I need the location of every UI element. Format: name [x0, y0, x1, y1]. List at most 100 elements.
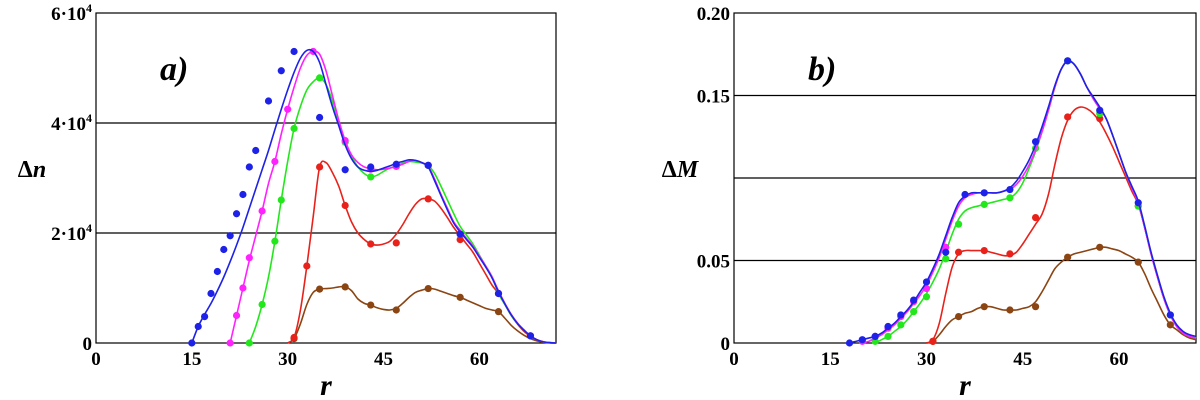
- data-point: [277, 196, 285, 204]
- y-tick-label: 0.05: [697, 252, 730, 273]
- data-point: [942, 255, 950, 263]
- data-point: [897, 311, 905, 319]
- data-point: [392, 306, 400, 314]
- data-point: [424, 161, 432, 169]
- data-point: [194, 322, 202, 331]
- data-point: [232, 311, 241, 320]
- data-point: [1064, 57, 1072, 65]
- data-point: [897, 321, 905, 329]
- series-line: [287, 160, 557, 344]
- series-line: [926, 106, 1197, 344]
- data-point: [367, 301, 375, 309]
- data-point: [258, 207, 266, 215]
- data-point: [1006, 194, 1014, 202]
- data-point: [980, 189, 988, 197]
- data-point: [341, 283, 349, 291]
- data-point: [1006, 250, 1014, 258]
- data-point: [239, 284, 247, 292]
- y-tick-label: 0: [721, 334, 731, 355]
- data-point: [316, 74, 324, 82]
- panel-label: b): [808, 51, 836, 88]
- data-point: [980, 303, 988, 311]
- data-point: [239, 190, 247, 199]
- data-point: [316, 113, 324, 122]
- data-point: [954, 248, 963, 256]
- data-point: [424, 284, 432, 293]
- panel-a: 0 15 30 45 60 0 2·104 4·104 6·104 r Δn a): [18, 1, 557, 400]
- data-point: [201, 313, 209, 321]
- data-point: [290, 47, 298, 56]
- data-point: [1064, 113, 1072, 121]
- data-point: [494, 308, 503, 316]
- data-point: [303, 262, 311, 270]
- data-point: [1134, 199, 1142, 207]
- x-tick-label: 0: [91, 349, 101, 370]
- data-point: [271, 157, 279, 166]
- data-point: [341, 166, 349, 174]
- panel-b: 0 15 30 45 60 0 0.05 0.15 0.20 r ΔM b): [662, 4, 1197, 400]
- data-point: [954, 220, 963, 228]
- data-point: [884, 322, 892, 331]
- x-tick-label: 45: [374, 349, 393, 370]
- data-point: [392, 160, 400, 168]
- data-point: [367, 173, 375, 181]
- data-point: [290, 333, 298, 342]
- data-point: [284, 105, 292, 113]
- data-point: [226, 232, 234, 240]
- data-point: [1096, 106, 1104, 114]
- data-point: [871, 332, 879, 340]
- data-point: [188, 339, 196, 347]
- data-point: [526, 332, 535, 340]
- series-line: [849, 59, 1197, 344]
- data-point: [910, 296, 918, 304]
- x-tick-label: 15: [821, 349, 840, 370]
- y-tick-label: 0.15: [697, 87, 730, 108]
- data-point: [954, 313, 963, 321]
- data-point: [845, 339, 854, 347]
- data-point: [213, 267, 221, 276]
- data-point: [316, 285, 324, 293]
- data-point: [1031, 214, 1040, 222]
- data-point: [290, 124, 298, 133]
- data-point: [884, 332, 892, 340]
- data-point: [494, 289, 503, 298]
- y-tick-label: 2·104: [51, 221, 92, 245]
- x-tick-label: 0: [729, 349, 739, 370]
- data-point: [1134, 258, 1142, 266]
- data-point: [271, 237, 279, 245]
- data-point: [424, 195, 432, 203]
- y-tick-label: 0.20: [697, 4, 730, 25]
- data-point: [1096, 243, 1104, 251]
- data-point: [316, 163, 324, 171]
- data-point: [1166, 321, 1174, 329]
- x-tick-label: 15: [182, 349, 201, 370]
- x-axis-label: r: [959, 369, 971, 400]
- data-point: [1031, 303, 1040, 311]
- data-point: [252, 146, 260, 155]
- plot-frame: [95, 12, 557, 344]
- data-point: [245, 163, 253, 171]
- data-point: [1166, 311, 1174, 319]
- data-point: [367, 163, 375, 171]
- data-point: [456, 230, 464, 238]
- series-line: [191, 48, 557, 344]
- data-point: [942, 243, 950, 251]
- data-point: [341, 201, 349, 210]
- data-point: [220, 245, 228, 254]
- x-tick-label: 60: [470, 349, 489, 370]
- x-axis-label: r: [320, 369, 332, 400]
- y-axis-label: Δn: [18, 157, 46, 183]
- data-point: [922, 278, 931, 286]
- data-point: [264, 97, 273, 105]
- data-point: [980, 247, 988, 255]
- data-point: [1006, 306, 1014, 314]
- y-tick-label: 6·104: [51, 1, 92, 25]
- data-point: [258, 300, 266, 309]
- x-tick-label: 30: [917, 349, 936, 370]
- y-tick-label: 0: [83, 334, 93, 355]
- data-point: [942, 248, 950, 256]
- x-tick-label: 30: [278, 349, 297, 370]
- data-point: [961, 190, 969, 199]
- data-point: [1096, 115, 1104, 123]
